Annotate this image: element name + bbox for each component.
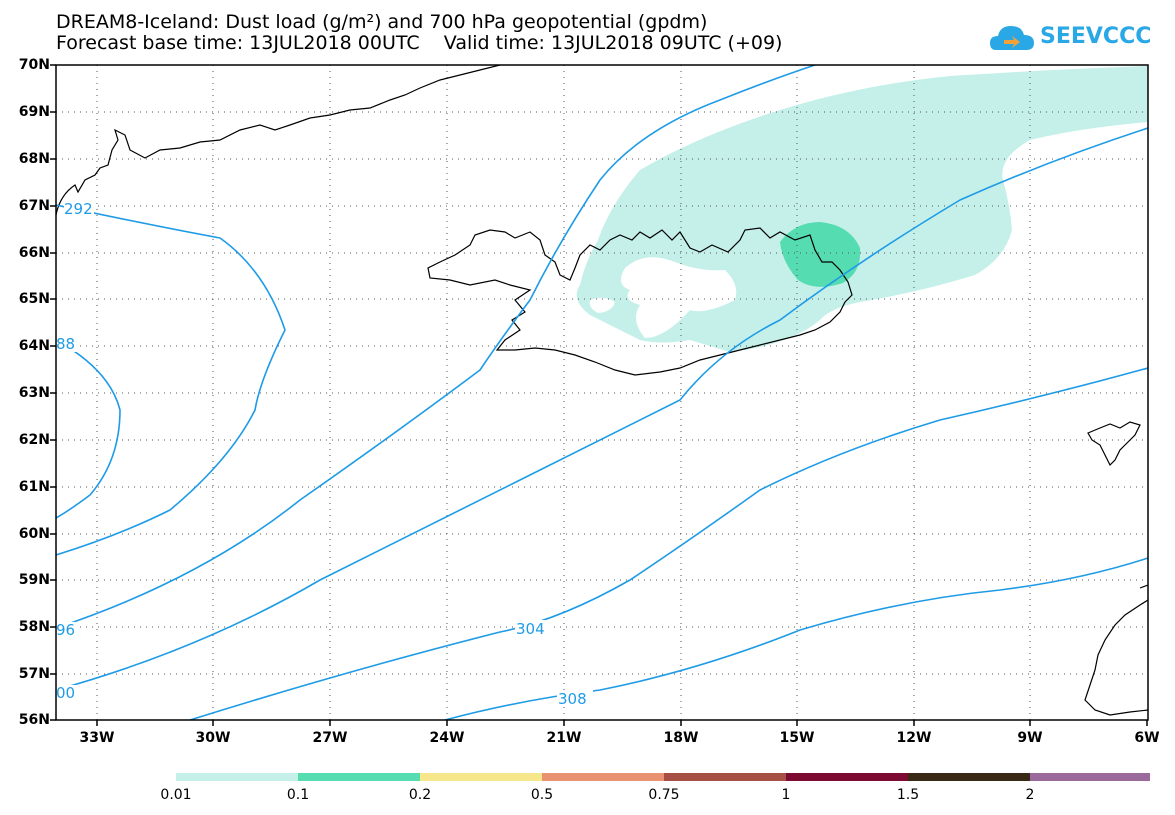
colorbar-swatch — [664, 773, 786, 781]
coastline-iceland — [427, 227, 853, 376]
colorbar-label: 1 — [781, 787, 791, 803]
lat-label: 57N — [18, 666, 50, 682]
coastline-faroe — [1087, 421, 1141, 467]
contour-label: 00 — [56, 684, 75, 702]
logo-text: SEEVCCC — [1040, 24, 1152, 49]
contour-labels: 292 88 96 00 304 308 — [56, 200, 593, 708]
lon-label: 27W — [312, 730, 348, 746]
lat-label: 66N — [18, 245, 50, 261]
cloud-icon — [990, 26, 1034, 50]
colorbar-label: 2 — [1025, 787, 1035, 803]
map-subtitle: Forecast base time: 13JUL2018 00UTC Vali… — [56, 32, 783, 54]
colorbar-swatch — [542, 773, 664, 781]
colorbar-label: 1.5 — [896, 787, 920, 803]
lon-label: 30W — [195, 730, 231, 746]
contour-292 — [56, 204, 286, 556]
colorbar-label: 0.5 — [530, 787, 554, 803]
colorbar-swatch — [908, 773, 1030, 781]
map-title: DREAM8-Iceland: Dust load (g/m²) and 700… — [56, 11, 708, 33]
contour-label: 304 — [516, 620, 545, 638]
lat-label: 59N — [18, 572, 50, 588]
axis-ticks — [50, 64, 1148, 726]
colorbar-swatch — [786, 773, 908, 781]
contour-label: 308 — [558, 690, 587, 708]
dust-gap — [621, 257, 737, 338]
contour-label: 292 — [64, 200, 93, 218]
lat-label: 65N — [18, 291, 50, 307]
contour-304 — [189, 367, 1148, 720]
lat-label: 62N — [18, 432, 50, 448]
colorbar-label: 0.75 — [648, 787, 680, 803]
graticule — [56, 65, 1148, 720]
contour-label: 88 — [56, 335, 75, 353]
contour-label: 96 — [56, 621, 75, 639]
lat-label: 56N — [18, 712, 50, 728]
colorbar-label: 0.2 — [408, 787, 432, 803]
colorbar — [176, 773, 1150, 781]
colorbar-swatch — [1030, 773, 1150, 781]
dust-gap — [589, 297, 615, 313]
lat-label: 70N — [18, 57, 50, 73]
lat-label: 63N — [18, 385, 50, 401]
seevccc-logo: SEEVCCC — [988, 18, 1151, 58]
coastline-scotland — [1084, 599, 1148, 716]
coastline-greenland — [56, 65, 501, 216]
contour-300 — [56, 127, 1148, 691]
lon-label: 9W — [1017, 730, 1043, 746]
coastlines — [56, 65, 1148, 716]
lon-label: 33W — [79, 730, 115, 746]
lon-label: 15W — [779, 730, 815, 746]
lon-label: 12W — [896, 730, 932, 746]
colorbar-label: 0.1 — [286, 787, 310, 803]
colorbar-swatch — [420, 773, 542, 781]
lon-label: 21W — [546, 730, 582, 746]
lat-label: 69N — [18, 104, 50, 120]
colorbar-swatch — [176, 773, 298, 781]
lat-label: 61N — [18, 479, 50, 495]
contour-296 — [56, 65, 816, 629]
lon-label: 6W — [1134, 730, 1160, 746]
lon-label: 24W — [429, 730, 465, 746]
lat-label: 58N — [18, 619, 50, 635]
lon-label: 18W — [663, 730, 699, 746]
lat-label: 68N — [18, 151, 50, 167]
lat-label: 60N — [18, 526, 50, 542]
lat-label: 67N — [18, 198, 50, 214]
contour-288 — [56, 339, 121, 519]
lat-label: 64N — [18, 338, 50, 354]
colorbar-label: 0.01 — [160, 787, 192, 803]
colorbar-swatch — [298, 773, 420, 781]
